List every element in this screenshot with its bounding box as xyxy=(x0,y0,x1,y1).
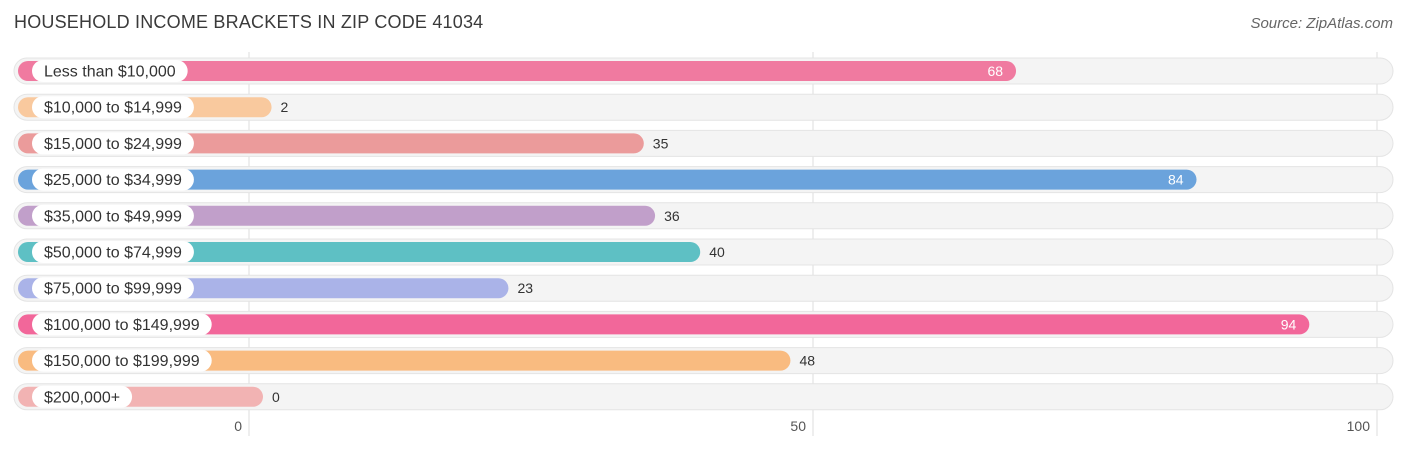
category-label: $35,000 to $49,999 xyxy=(44,208,182,225)
category-label-pill xyxy=(32,96,194,119)
value-label: 35 xyxy=(653,135,669,151)
bar-row: Less than $10,000 68 xyxy=(13,57,1394,85)
bar-row: $150,000 to $199,999 48 xyxy=(13,347,1394,375)
category-label: Less than $10,000 xyxy=(44,64,176,81)
value-label: 84 xyxy=(1168,172,1184,188)
bar-row: $50,000 to $74,999 40 xyxy=(13,238,1394,266)
chart-source: Source: ZipAtlas.com xyxy=(1250,15,1393,32)
category-label-pill xyxy=(32,349,212,372)
bar xyxy=(18,169,1197,190)
value-label: 68 xyxy=(987,63,1003,79)
category-label-pill xyxy=(32,60,188,82)
category-label: $75,000 to $99,999 xyxy=(44,281,182,298)
bar xyxy=(18,61,1017,81)
category-label-pill xyxy=(32,385,133,408)
row-background xyxy=(13,383,1394,411)
bar-row: $35,000 to $49,999 36 xyxy=(13,202,1394,230)
value-label: 23 xyxy=(517,280,533,296)
value-label: 48 xyxy=(799,353,815,369)
chart-title: HOUSEHOLD INCOME BRACKETS IN ZIP CODE 41… xyxy=(14,12,484,32)
category-label: $200,000+ xyxy=(44,389,120,406)
bar-row: $25,000 to $34,999 84 xyxy=(13,166,1394,194)
tick-label-0: 0 xyxy=(234,418,242,434)
category-label: $100,000 to $149,999 xyxy=(44,317,200,334)
category-label: $15,000 to $24,999 xyxy=(44,136,182,153)
category-label-pill xyxy=(32,132,194,155)
value-label: 2 xyxy=(281,99,289,115)
row-background xyxy=(13,93,1394,121)
category-label: $50,000 to $74,999 xyxy=(44,245,182,262)
category-label-pill xyxy=(32,313,212,336)
category-label-pill xyxy=(32,277,194,300)
bar xyxy=(18,350,791,371)
value-label: 36 xyxy=(664,208,680,224)
category-label-pill xyxy=(32,204,194,227)
bar-row: $200,000+ 0 xyxy=(13,383,1394,411)
bar-row: $75,000 to $99,999 23 xyxy=(13,274,1394,302)
bar-row: $100,000 to $149,999 94 xyxy=(13,310,1394,338)
bar-row: $10,000 to $14,999 2 xyxy=(13,93,1394,121)
tick-label-100: 100 xyxy=(1347,418,1371,434)
bar-rows: Less than $10,000 68$10,000 to $14,999 2$1… xyxy=(13,57,1394,411)
category-label-pill xyxy=(32,168,194,191)
value-label: 0 xyxy=(272,389,280,405)
value-label: 94 xyxy=(1281,316,1297,332)
category-label: $25,000 to $34,999 xyxy=(44,172,182,189)
bar xyxy=(18,314,1310,335)
x-axis-ticks: 0 50 100 xyxy=(234,418,1370,434)
category-label-pill xyxy=(32,241,194,263)
value-label: 40 xyxy=(709,244,725,260)
bar-row: $15,000 to $24,999 35 xyxy=(13,129,1394,157)
tick-label-50: 50 xyxy=(790,418,806,434)
category-label: $10,000 to $14,999 xyxy=(44,100,182,117)
category-label: $150,000 to $199,999 xyxy=(44,353,200,370)
